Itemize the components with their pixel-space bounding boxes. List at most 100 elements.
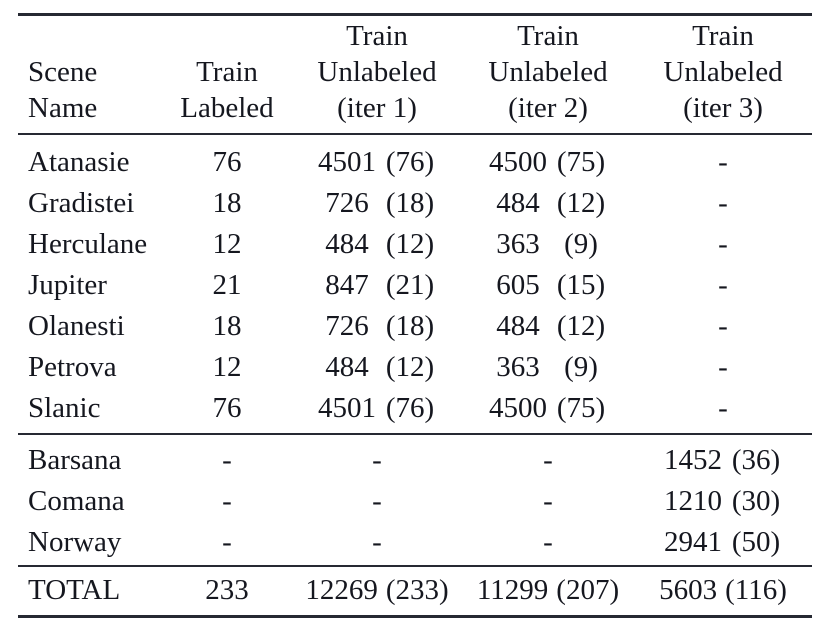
total-iter2-count: 11299 <box>476 574 549 606</box>
train-labeled-cell: 18 <box>212 310 242 342</box>
iter3-cell: - <box>718 228 728 260</box>
scene-name-cell: Barsana <box>18 433 162 481</box>
scene-dataset-table: Scene Name Train Labeled Train Unlabeled… <box>18 13 812 618</box>
iter3-cell: - <box>718 146 728 178</box>
iter2-paren: (9) <box>564 351 598 383</box>
iter1-paren: (21) <box>385 269 435 301</box>
iter3-count: 2941 <box>664 526 722 558</box>
iter1-count: 4501 <box>318 146 376 178</box>
iter2-paren: (12) <box>556 187 606 219</box>
iter3-cell: 1210 (30) <box>634 481 812 522</box>
table-row: Olanesti 18 726 (18) 484 (12) - <box>18 306 812 347</box>
total-iter2-paren: (207) <box>556 574 620 606</box>
iter2-paren: (75) <box>556 146 606 178</box>
table-row: Petrova 12 484 (12) 363 (9) - <box>18 347 812 388</box>
iter3-cell: - <box>718 187 728 219</box>
iter2-count: 4500 <box>489 392 547 424</box>
column-header-train-unlabeled-iter2: Train Unlabeled (iter 2) <box>462 14 634 135</box>
column-header-train-unlabeled-iter3: Train Unlabeled (iter 3) <box>634 14 812 135</box>
table-row: Atanasie 76 4501 (76) 4500 (75) - <box>18 134 812 183</box>
iter1-paren: (76) <box>385 392 435 424</box>
iter2-paren: (12) <box>556 310 606 342</box>
scene-name-cell: Gradistei <box>28 187 135 219</box>
table-row: Herculane 12 484 (12) 363 (9) - <box>18 224 812 265</box>
iter1-paren: (76) <box>385 146 435 178</box>
iter1-count: 726 <box>325 310 369 342</box>
iter3-cell: - <box>718 392 728 424</box>
total-label-cell: TOTAL <box>18 565 162 617</box>
iter3-paren: (30) <box>731 485 781 517</box>
iter2-cell: 605 (15) <box>462 265 634 306</box>
train-labeled-cell: 12 <box>212 351 242 383</box>
iter3-count: 1452 <box>664 444 722 476</box>
iter2-cell: 4500 (75) <box>462 134 634 183</box>
train-labeled-cell: 18 <box>212 187 242 219</box>
iter2-cell: 484 (12) <box>462 183 634 224</box>
table-header: Scene Name Train Labeled Train Unlabeled… <box>18 14 812 135</box>
iter2-cell: 363 (9) <box>462 224 634 265</box>
iter2-cell: - <box>543 485 553 517</box>
iter2-count: 363 <box>496 228 540 260</box>
train-labeled-cell: 21 <box>212 269 242 301</box>
table-row: Norway - - - 2941 (50) <box>18 522 812 566</box>
iter3-cell: - <box>718 269 728 301</box>
iter1-cell: - <box>292 433 462 481</box>
iter2-count: 484 <box>496 187 540 219</box>
table-row: Barsana - - - 1452 (36) <box>18 433 812 481</box>
iter2-cell: 363 (9) <box>462 347 634 388</box>
total-iter1-paren: (233) <box>385 574 449 606</box>
iter1-cell: 4501 (76) <box>292 388 462 434</box>
table-row: Gradistei 18 726 (18) 484 (12) - <box>18 183 812 224</box>
iter2-count: 4500 <box>489 146 547 178</box>
iter1-paren: (18) <box>385 187 435 219</box>
iter1-count: 484 <box>325 228 369 260</box>
total-iter1-cell: 12269 (233) <box>292 565 462 617</box>
scene-name-cell: Olanesti <box>28 310 125 342</box>
total-iter3-count: 5603 <box>659 574 718 606</box>
iter1-paren: (18) <box>385 310 435 342</box>
total-iter2-cell: 11299 (207) <box>462 565 634 617</box>
total-iter3-cell: 5603 (116) <box>634 565 812 617</box>
table-row: Jupiter 21 847 (21) 605 (15) - <box>18 265 812 306</box>
iter1-cell: 847 (21) <box>292 265 462 306</box>
iter2-paren: (9) <box>564 228 598 260</box>
column-header-train-unlabeled-iter1: Train Unlabeled (iter 1) <box>292 14 462 135</box>
scene-name-cell: Comana <box>28 485 125 517</box>
iter3-cell: 1452 (36) <box>634 433 812 481</box>
train-labeled-cell: 12 <box>212 228 242 260</box>
iter2-count: 484 <box>496 310 540 342</box>
iter2-cell: 484 (12) <box>462 306 634 347</box>
iter1-count: 4501 <box>318 392 376 424</box>
iter2-cell: - <box>462 433 634 481</box>
iter1-cell: 484 (12) <box>292 224 462 265</box>
iter2-count: 363 <box>496 351 540 383</box>
iter1-count: 726 <box>325 187 369 219</box>
scene-name-cell: Jupiter <box>28 269 107 301</box>
train-labeled-cell: - <box>222 526 232 558</box>
scene-name-cell: Norway <box>28 526 122 558</box>
scene-name-cell: Petrova <box>28 351 117 383</box>
iter2-paren: (15) <box>556 269 606 301</box>
iter3-count: 1210 <box>664 485 722 517</box>
total-row: TOTAL 233 12269 (233) 11299 (207) 5603 (116… <box>18 565 812 617</box>
table-row: Comana - - - 1210 (30) <box>18 481 812 522</box>
total-section: TOTAL 233 12269 (233) 11299 (207) 5603 (116… <box>18 565 812 617</box>
scene-name-cell: Atanasie <box>28 146 130 178</box>
column-header-train-labeled: Train Labeled <box>162 14 292 135</box>
iter1-paren: (12) <box>385 351 435 383</box>
iter2-cell: 4500 (75) <box>462 388 634 434</box>
iter1-paren: (12) <box>385 228 435 260</box>
train-labeled-cell: 76 <box>212 146 242 178</box>
iter1-count: 847 <box>325 269 369 301</box>
iter3-cell: - <box>718 310 728 342</box>
iter2-count: 605 <box>496 269 540 301</box>
train-labeled-cell: 76 <box>212 392 242 424</box>
iter3-paren: (36) <box>731 444 781 476</box>
iter1-count: 484 <box>325 351 369 383</box>
iter3-cell: 2941 (50) <box>634 522 812 566</box>
iter2-paren: (75) <box>556 392 606 424</box>
iter3-paren: (50) <box>731 526 781 558</box>
scene-name-cell: Herculane <box>28 228 148 260</box>
iter1-cell: 484 (12) <box>292 347 462 388</box>
iter1-cell: 726 (18) <box>292 306 462 347</box>
